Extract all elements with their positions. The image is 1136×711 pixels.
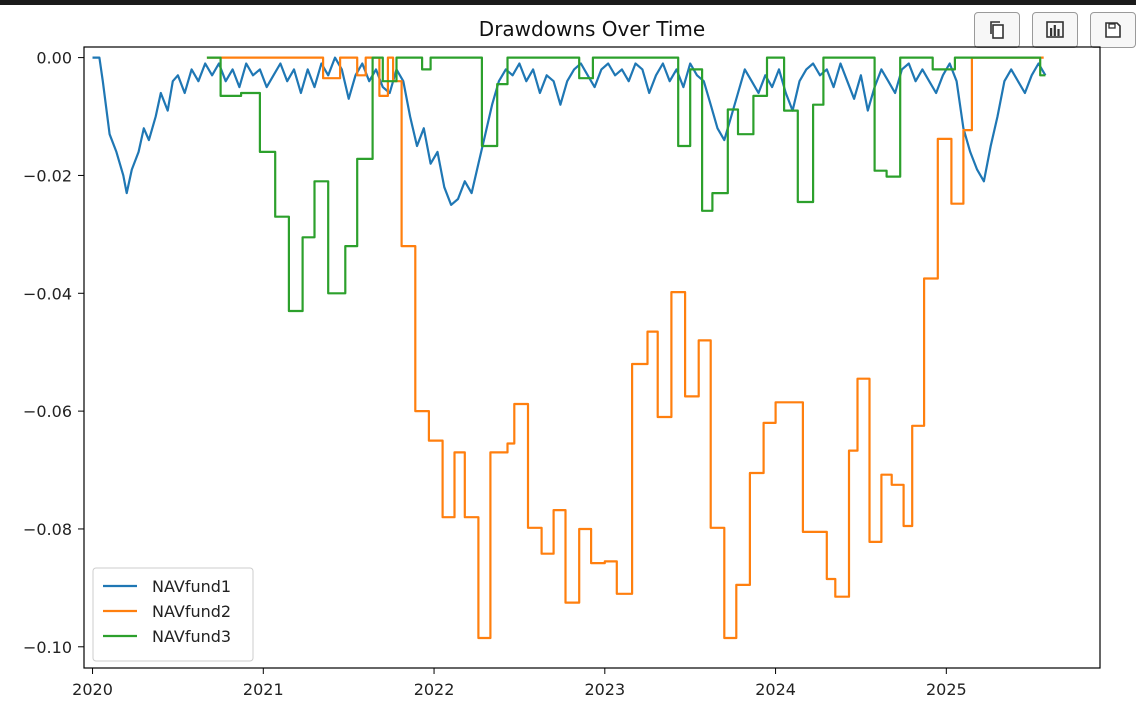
series-line-NAVfund1 xyxy=(92,56,1047,206)
x-tick-label: 2020 xyxy=(72,680,113,699)
legend-label: NAVfund3 xyxy=(152,627,231,646)
y-tick-label: −0.02 xyxy=(23,166,72,185)
x-tick-label: 2021 xyxy=(243,680,284,699)
bar-chart-icon xyxy=(1046,21,1064,38)
legend-box xyxy=(92,567,254,662)
x-tick-label: 2022 xyxy=(414,680,455,699)
chart-title: Drawdowns Over Time xyxy=(479,17,705,41)
series-line-NAVfund2 xyxy=(206,56,1044,640)
y-axis: 0.00 −0.02 −0.04 −0.06 −0.08 −0.10 xyxy=(23,49,84,657)
y-tick-label: −0.04 xyxy=(23,284,72,303)
axes-frame xyxy=(83,46,1101,669)
legend-label: NAVfund2 xyxy=(152,602,231,621)
x-tick-label: 2024 xyxy=(755,680,796,699)
top-bar xyxy=(0,0,1136,5)
series-line-NAVfund3 xyxy=(206,56,1046,313)
series-layer xyxy=(92,56,1047,640)
x-tick-label: 2023 xyxy=(584,680,625,699)
save-icon xyxy=(1105,22,1121,38)
x-axis: 2020 2021 2022 2023 2024 2025 xyxy=(72,668,967,699)
copy-icon xyxy=(990,21,1004,39)
legend-label: NAVfund1 xyxy=(152,577,231,596)
legend: NAVfund1 NAVfund2 NAVfund3 xyxy=(92,567,254,662)
copy-button[interactable] xyxy=(974,12,1020,48)
y-tick-label: −0.06 xyxy=(23,402,72,421)
x-tick-label: 2025 xyxy=(926,680,967,699)
y-tick-label: −0.08 xyxy=(23,520,72,539)
y-tick-label: 0.00 xyxy=(36,49,72,68)
y-tick-label: −0.10 xyxy=(23,638,72,657)
